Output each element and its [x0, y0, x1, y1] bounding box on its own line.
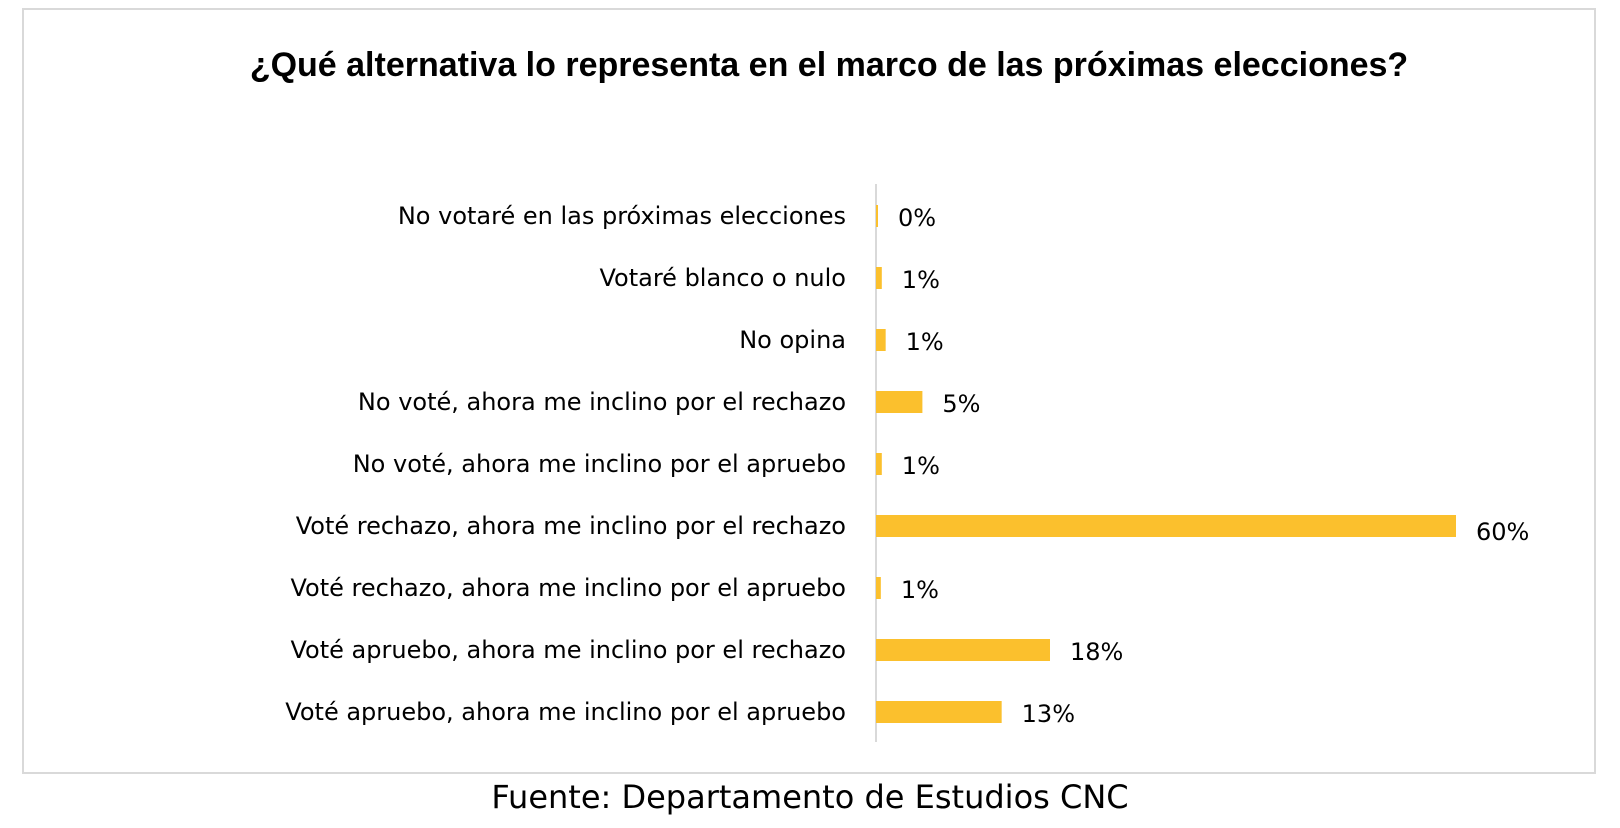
bar	[876, 515, 1456, 537]
bar	[876, 205, 878, 227]
data-label: 1%	[902, 266, 940, 294]
bar	[876, 329, 886, 351]
bar	[876, 639, 1050, 661]
category-label: Voté apruebo, ahora me inclino por el re…	[291, 636, 847, 664]
source-note: Fuente: Departamento de Estudios CNC	[491, 778, 1129, 816]
bar	[876, 577, 881, 599]
bar	[876, 701, 1002, 723]
chart-frame: ¿Qué alternativa lo representa en el mar…	[22, 8, 1596, 774]
data-label: 0%	[898, 204, 936, 232]
data-label: 18%	[1070, 638, 1123, 666]
bar	[876, 267, 882, 289]
bar-chart: No votaré en las próximas elecciones 0% Vo…	[285, 184, 1529, 742]
category-label: Votaré blanco o nulo	[599, 264, 846, 292]
category-label: Voté rechazo, ahora me inclino por el ap…	[291, 574, 847, 602]
chart-title: ¿Qué alternativa lo representa en el mar…	[249, 46, 1409, 84]
data-label: 5%	[942, 390, 980, 418]
bar	[876, 453, 882, 475]
category-label: No votaré en las próximas elecciones	[398, 202, 846, 230]
data-label: 60%	[1476, 518, 1529, 546]
bar	[876, 391, 923, 413]
category-label: Voté apruebo, ahora me inclino por el ap…	[285, 698, 846, 726]
data-label: 1%	[906, 328, 944, 356]
category-label: No voté, ahora me inclino por el rechazo	[358, 388, 846, 416]
category-label: No voté, ahora me inclino por el apruebo	[353, 450, 846, 478]
category-label: Voté rechazo, ahora me inclino por el re…	[296, 512, 846, 540]
data-label: 1%	[902, 452, 940, 480]
data-label: 1%	[901, 576, 939, 604]
category-label: No opina	[739, 326, 846, 354]
data-label: 13%	[1022, 700, 1075, 728]
